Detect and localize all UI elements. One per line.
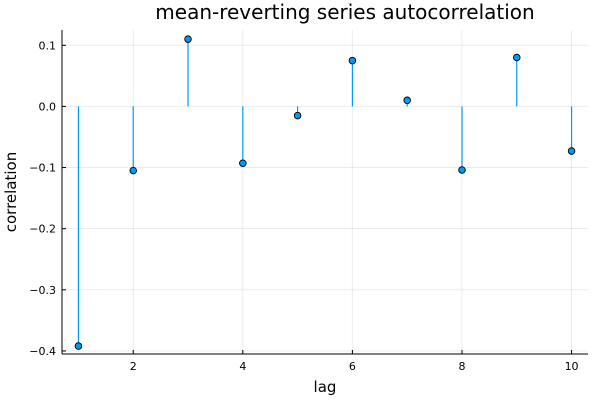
x-tick-labels: 2 4 6 8 10: [130, 350, 579, 373]
x-tick-label: 6: [349, 360, 356, 373]
data-point: [184, 35, 192, 43]
x-tick-label: 2: [130, 360, 137, 373]
data-point: [348, 56, 357, 65]
y-tick-label: −0.2: [29, 223, 56, 236]
data-point: [74, 342, 83, 350]
y-tick-label: −0.1: [29, 162, 56, 175]
y-tick-label: −0.4: [29, 345, 56, 358]
stem-lines: [77, 39, 573, 347]
y-tick-label: 0.1: [39, 39, 57, 52]
y-axis-label: correlation: [2, 152, 20, 233]
x-tick-label: 4: [239, 360, 246, 373]
data-points: [74, 35, 576, 350]
chart-title: mean-reverting series autocorrelation: [155, 0, 534, 24]
data-point: [239, 159, 247, 168]
y-tick-label: −0.3: [29, 284, 56, 297]
y-tick-label: 0.0: [39, 100, 57, 113]
data-point: [513, 53, 521, 62]
x-tick-label: 8: [458, 360, 465, 373]
y-tick-labels: 0.1 0.0 −0.1 −0.2 −0.3 −0.4: [29, 39, 66, 358]
x-axis-label: lag: [314, 378, 337, 396]
x-tick-label: 10: [565, 360, 579, 373]
data-point: [293, 111, 302, 120]
data-point: [403, 96, 411, 105]
data-point: [567, 147, 576, 155]
grid-lines: [62, 30, 588, 354]
data-point: [129, 166, 137, 175]
data-point: [458, 166, 466, 174]
